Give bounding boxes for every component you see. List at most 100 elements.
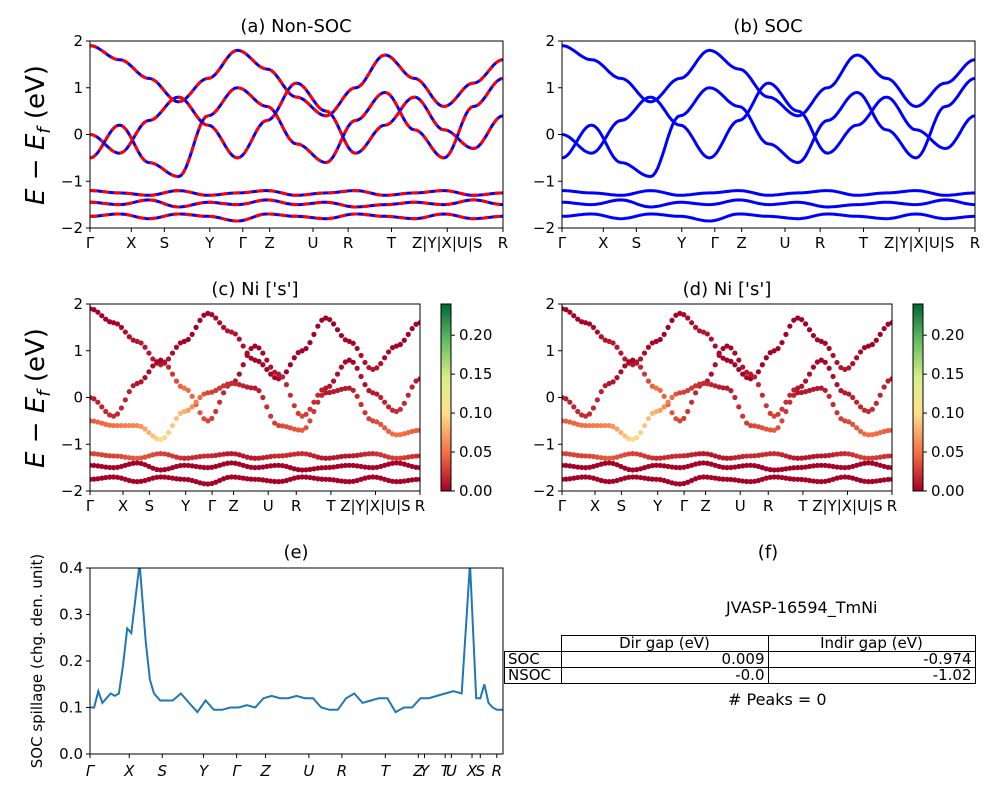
band-point	[319, 476, 325, 482]
band-point	[291, 451, 297, 457]
band-point	[122, 454, 128, 460]
band-point	[826, 477, 832, 484]
band-point	[826, 393, 832, 399]
band-point	[854, 476, 860, 482]
band-point	[637, 452, 644, 458]
band-point	[307, 466, 313, 472]
band-point	[275, 453, 282, 459]
band-point	[256, 476, 262, 483]
band-point	[385, 461, 392, 467]
band-point	[598, 389, 604, 395]
band-point	[158, 451, 164, 457]
panel-d-title: (d) Ni ['s']	[683, 279, 772, 300]
band-point	[626, 466, 632, 473]
band-point	[771, 427, 777, 433]
band-point	[248, 464, 254, 470]
band-point	[775, 451, 781, 457]
band-point	[622, 465, 628, 471]
band-point	[630, 357, 636, 363]
band-point	[775, 411, 781, 417]
band-point	[795, 465, 801, 471]
band-point	[685, 315, 691, 321]
band-point	[338, 453, 345, 460]
band-point	[217, 462, 223, 468]
band-point	[146, 476, 152, 482]
band-line	[90, 44, 503, 118]
xtick-label: T	[797, 497, 808, 515]
band-point	[260, 455, 266, 461]
band-point	[877, 477, 883, 484]
band-point	[217, 399, 223, 405]
band-point	[162, 359, 168, 365]
band-point	[669, 453, 675, 460]
band-point	[685, 479, 691, 485]
band-point	[283, 452, 290, 458]
band-point	[854, 462, 860, 468]
band-ylabel-top: E − Ef (eV)	[21, 65, 55, 205]
band-point	[649, 410, 655, 417]
band-point	[677, 481, 683, 487]
band-point	[728, 464, 734, 471]
band-point	[299, 467, 305, 473]
band-point	[857, 461, 864, 467]
band-point	[787, 392, 793, 398]
band-point	[413, 427, 419, 434]
band-point	[873, 455, 879, 461]
band-point	[865, 408, 872, 415]
band-point	[405, 477, 411, 484]
band-point	[236, 371, 242, 377]
band-point	[842, 474, 848, 480]
band-point	[590, 475, 597, 481]
band-point	[122, 462, 128, 468]
band-point	[405, 331, 411, 337]
band-point	[189, 404, 195, 410]
band-point	[401, 431, 407, 437]
band-point	[649, 455, 655, 461]
band-point	[319, 455, 325, 461]
band-point	[150, 363, 156, 369]
band-point	[626, 359, 632, 365]
band-point	[220, 476, 227, 482]
band-point	[107, 474, 113, 480]
band-point	[563, 462, 569, 469]
xtick-label: Γ	[86, 762, 96, 780]
band-point	[846, 464, 852, 470]
band-point	[177, 340, 183, 346]
band-point	[311, 399, 317, 405]
band-point	[232, 381, 238, 387]
band-point	[283, 424, 290, 430]
colorbar-tick-label: 0.10	[931, 404, 964, 422]
band-point	[582, 465, 589, 471]
ytick-label: 2	[545, 295, 555, 313]
band-point	[877, 462, 883, 468]
band-point	[850, 463, 856, 470]
band-point	[700, 460, 707, 466]
table-row: NSOC -0.0 -1.02	[504, 667, 976, 684]
band-point	[138, 455, 144, 461]
band-point	[240, 453, 246, 459]
band-point	[177, 463, 183, 469]
band-point	[708, 474, 714, 481]
band-point	[806, 454, 813, 460]
band-point	[99, 463, 105, 470]
band-point	[232, 331, 238, 337]
band-point	[382, 453, 388, 459]
band-point	[712, 383, 718, 389]
plot-area	[562, 306, 892, 487]
ytick-label: 2	[73, 295, 83, 313]
band-point	[834, 382, 840, 388]
plot-area	[90, 568, 503, 714]
band-point	[185, 462, 191, 469]
band-point	[362, 410, 368, 416]
band-point	[826, 365, 832, 371]
band-point	[378, 361, 384, 367]
band-point	[287, 476, 293, 482]
band-point	[134, 460, 140, 466]
band-point	[669, 410, 675, 416]
band-point	[692, 451, 699, 457]
xtick-label: T	[325, 497, 336, 515]
xtick-label: Γ	[86, 234, 95, 252]
band-point	[834, 475, 840, 481]
band-point	[755, 382, 762, 388]
band-point	[268, 463, 274, 469]
